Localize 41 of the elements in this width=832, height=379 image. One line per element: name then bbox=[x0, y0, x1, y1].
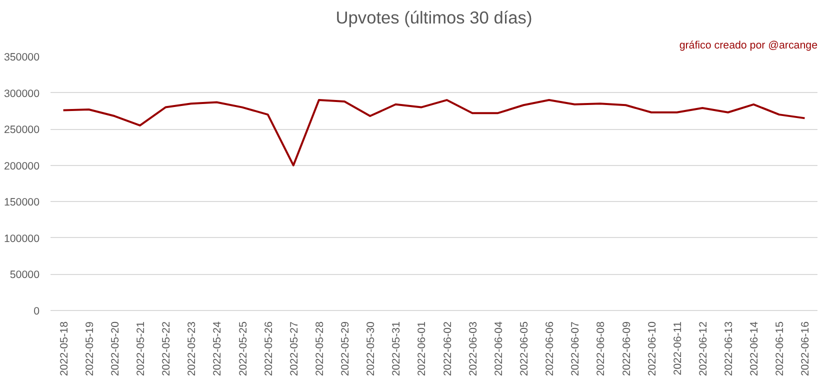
y-tick-label: 200000 bbox=[4, 160, 40, 172]
y-tick-label: 100000 bbox=[4, 232, 40, 245]
x-tick-label: 2022-06-16 bbox=[800, 321, 812, 376]
x-tick-label: 2022-06-12 bbox=[697, 321, 710, 376]
x-tick-label: 2022-06-07 bbox=[570, 321, 582, 376]
x-tick-label: 2022-06-15 bbox=[774, 321, 786, 376]
y-tick-label: 0 bbox=[34, 306, 40, 318]
x-tick-label: 2022-06-14 bbox=[748, 321, 761, 376]
x-tick-label: 2022-06-02 bbox=[442, 321, 454, 376]
x-tick-label: 2022-06-05 bbox=[518, 321, 530, 376]
x-tick-label: 2022-05-23 bbox=[186, 321, 198, 376]
x-tick-label: 2022-05-19 bbox=[84, 321, 96, 376]
x-tick-label: 2022-06-13 bbox=[723, 321, 736, 376]
x-tick-label: 2022-06-08 bbox=[595, 321, 608, 376]
y-tick-label: 250000 bbox=[4, 124, 40, 136]
x-tick-label: 2022-05-29 bbox=[340, 321, 352, 376]
x-tick-label: 2022-05-20 bbox=[109, 321, 122, 376]
x-tick-label: 2022-06-09 bbox=[620, 321, 633, 376]
x-tick-label: 2022-05-25 bbox=[237, 321, 250, 376]
y-tick-label: 300000 bbox=[4, 88, 40, 100]
x-tick-label: 2022-05-31 bbox=[390, 321, 403, 376]
x-tick-label: 2022-06-04 bbox=[492, 321, 505, 376]
x-tick-label: 2022-06-10 bbox=[646, 321, 658, 376]
x-tick-label: 2022-06-11 bbox=[672, 321, 684, 376]
x-tick-label: 2022-05-28 bbox=[314, 321, 326, 376]
x-tick-label: 2022-06-06 bbox=[544, 321, 556, 376]
line-series bbox=[62, 99, 806, 166]
x-tick-label: 2022-05-22 bbox=[160, 321, 173, 376]
x-tick-label: 2022-05-18 bbox=[58, 321, 70, 376]
x-tick-label: 2022-05-30 bbox=[365, 321, 378, 376]
x-tick-label: 2022-05-24 bbox=[212, 321, 224, 376]
x-tick-label: 2022-05-21 bbox=[134, 321, 147, 376]
chart-title: Upvotes (últimos 30 días) bbox=[336, 8, 532, 28]
x-tick-label: 2022-05-26 bbox=[262, 321, 275, 376]
y-tick-label: 50000 bbox=[10, 269, 40, 282]
text: gráfico creado por @arcange bbox=[679, 40, 818, 52]
y-tick-label: 150000 bbox=[4, 196, 40, 209]
x-tick-label: 2022-05-27 bbox=[288, 321, 300, 376]
x-tick-label: 2022-06-03 bbox=[467, 321, 480, 376]
x-tick-label: 2022-06-01 bbox=[416, 321, 428, 376]
y-tick-label: 350000 bbox=[4, 52, 40, 64]
